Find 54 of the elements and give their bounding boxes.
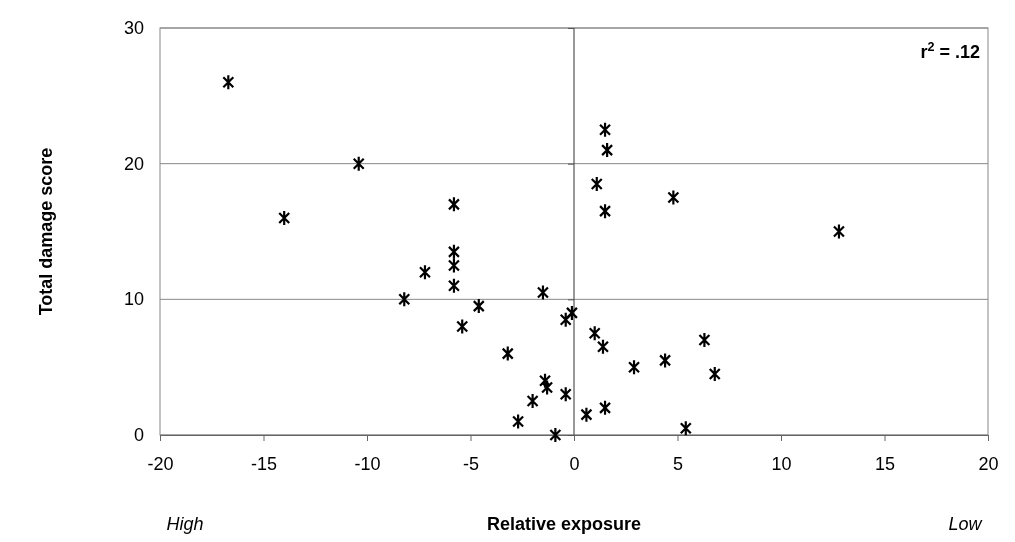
point: [472, 298, 485, 315]
x-tick-label: -5: [462, 453, 480, 474]
x-tick-label: -20: [147, 453, 174, 474]
annotation: r$^{2}$ = .12: [920, 40, 980, 62]
point: [526, 392, 539, 410]
point: [447, 196, 461, 213]
point: [538, 372, 552, 389]
point: [549, 426, 562, 444]
y-axis-title: Total damage score: [36, 147, 56, 316]
point: [559, 386, 572, 403]
point: [501, 345, 514, 362]
point: [698, 331, 711, 349]
x-tick-label: 20: [978, 453, 999, 474]
x-tick-label: 0: [569, 453, 580, 474]
point: [565, 304, 579, 321]
point: [447, 257, 461, 274]
point: [512, 413, 525, 430]
x-tick-label: 15: [874, 453, 896, 474]
point: [667, 189, 680, 206]
point: [588, 325, 601, 342]
point: [598, 121, 612, 138]
point: [398, 291, 411, 308]
point: [456, 318, 469, 335]
point: [536, 284, 550, 301]
point: [708, 365, 721, 383]
y-tick-label: 10: [123, 289, 144, 310]
text: Low: [948, 514, 983, 534]
x-tick-label: -10: [354, 453, 381, 474]
point: [222, 74, 235, 91]
x-axis-title: Relative exposure: [486, 514, 642, 534]
y-tick-label: 20: [123, 153, 144, 174]
point: [832, 223, 846, 240]
point: [418, 264, 432, 281]
point: [447, 277, 461, 294]
point: [278, 209, 291, 227]
x-tick-label: -15: [250, 453, 278, 474]
point: [596, 338, 610, 355]
point: [352, 155, 365, 172]
point: [580, 406, 593, 423]
x-tick-label: 5: [672, 453, 684, 474]
point: [601, 142, 614, 159]
point: [590, 175, 603, 193]
text: High: [166, 514, 204, 534]
point: [627, 359, 641, 376]
point: [447, 243, 461, 260]
point: [559, 311, 572, 328]
point: [540, 379, 554, 396]
x-tick-label: 10: [771, 453, 792, 474]
point: [598, 399, 612, 416]
y-tick-label: 30: [123, 18, 144, 38]
y-tick-label: 0: [133, 425, 144, 445]
point: [658, 352, 672, 369]
point: [598, 203, 612, 220]
point: [679, 420, 692, 437]
